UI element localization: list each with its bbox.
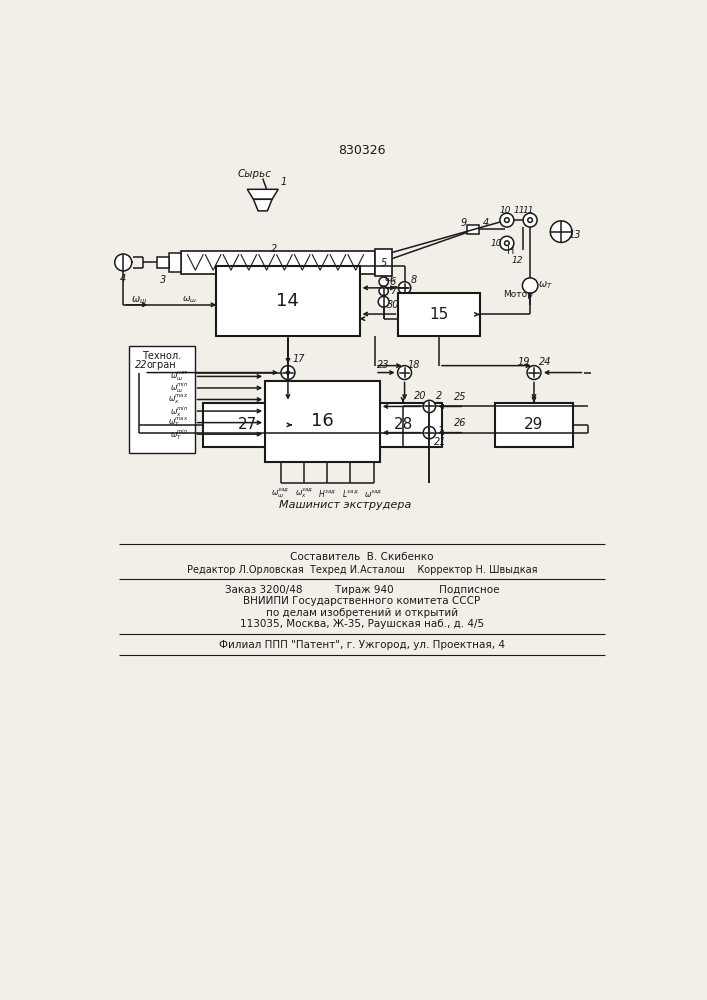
Text: 22: 22: [135, 360, 147, 370]
Text: 23: 23: [377, 360, 389, 370]
Text: по делам изобретений и открытий: по делам изобретений и открытий: [266, 608, 458, 618]
Bar: [203, 403, 292, 447]
Text: 830326: 830326: [338, 144, 386, 157]
Text: Технол.: Технол.: [142, 351, 181, 361]
Bar: [169, 253, 182, 272]
Text: $\omega_{T}^{max}$: $\omega_{T}^{max}$: [168, 416, 188, 429]
Text: 20: 20: [414, 391, 426, 401]
Text: Филиал ППП "Патент", г. Ужгород, ул. Проектная, 4: Филиал ППП "Патент", г. Ужгород, ул. Про…: [219, 640, 505, 650]
Circle shape: [528, 218, 532, 222]
Bar: [398, 293, 480, 336]
Circle shape: [505, 241, 509, 246]
Circle shape: [378, 296, 389, 307]
Bar: [467, 225, 479, 234]
Text: огран: огран: [147, 360, 177, 370]
Text: 113035, Москва, Ж-35, Раушская наб., д. 4/5: 113035, Москва, Ж-35, Раушская наб., д. …: [240, 619, 484, 629]
Bar: [364, 403, 442, 447]
Circle shape: [522, 278, 538, 293]
Circle shape: [523, 213, 537, 227]
Text: 10: 10: [490, 239, 502, 248]
Text: 12: 12: [511, 256, 522, 265]
Text: 4: 4: [120, 274, 127, 284]
Text: $\omega_{x}^{max}$: $\omega_{x}^{max}$: [168, 393, 188, 406]
Bar: [375, 249, 392, 276]
Polygon shape: [253, 199, 272, 211]
Circle shape: [527, 366, 541, 379]
Text: 9: 9: [460, 218, 467, 228]
Text: H: H: [507, 246, 515, 256]
Text: 24: 24: [539, 357, 551, 367]
Text: Редактор Л.Орловская  Техред И.Асталош    Корректор Н. Швыдкая: Редактор Л.Орловская Техред И.Асталош Ко…: [187, 565, 537, 575]
Text: 18: 18: [408, 360, 420, 370]
Circle shape: [500, 236, 514, 250]
Text: 7: 7: [390, 286, 396, 296]
Text: 16: 16: [311, 412, 334, 430]
Circle shape: [115, 254, 132, 271]
Text: 21: 21: [434, 437, 447, 447]
Text: 1: 1: [437, 426, 443, 436]
Text: 2: 2: [436, 391, 442, 401]
Text: 14: 14: [276, 292, 299, 310]
Text: ВНИИПИ Государственного комитета СССР: ВНИИПИ Государственного комитета СССР: [243, 596, 481, 606]
Text: $\omega_ш$: $\omega_ш$: [131, 294, 147, 306]
Circle shape: [379, 277, 388, 286]
Text: $\omega_{ш}^{зад}$: $\omega_{ш}^{зад}$: [271, 487, 290, 500]
Text: 2: 2: [271, 244, 278, 254]
Text: 30: 30: [387, 300, 400, 310]
Text: $\omega_{ш}^{min}$: $\omega_{ш}^{min}$: [170, 381, 188, 395]
Bar: [156, 257, 169, 268]
Bar: [216, 266, 360, 336]
Text: 17: 17: [293, 354, 305, 364]
Text: $\omega_{x}^{зад}$: $\omega_{x}^{зад}$: [295, 487, 313, 500]
Text: 26: 26: [454, 418, 467, 428]
Circle shape: [500, 213, 514, 227]
Text: 5: 5: [380, 258, 387, 268]
Bar: [265, 381, 380, 462]
Text: 8: 8: [411, 275, 417, 285]
Text: 29: 29: [525, 417, 544, 432]
Circle shape: [397, 366, 411, 379]
Text: 25: 25: [454, 392, 467, 402]
Text: $\omega^{зад}$: $\omega^{зад}$: [364, 488, 382, 499]
Text: 28: 28: [393, 417, 413, 432]
Text: $\omega_T$: $\omega_T$: [538, 280, 553, 291]
Text: $\omega_{T}^{min}$: $\omega_{T}^{min}$: [170, 427, 188, 442]
Circle shape: [423, 400, 436, 413]
Text: Сырьс: Сырьс: [238, 169, 272, 179]
Text: 15: 15: [429, 307, 449, 322]
Text: 11: 11: [522, 206, 534, 215]
Circle shape: [423, 426, 436, 439]
Bar: [129, 346, 194, 453]
Text: $L^{зад}$: $L^{зад}$: [342, 488, 358, 499]
Text: 11: 11: [513, 206, 525, 215]
Text: 19: 19: [518, 357, 530, 367]
Circle shape: [505, 218, 509, 222]
Text: $\omega_ш$: $\omega_ш$: [182, 295, 197, 305]
Text: 3: 3: [160, 275, 166, 285]
Bar: [182, 251, 375, 274]
Bar: [495, 403, 573, 447]
Text: Заказ 3200/48          Тираж 940              Подписное: Заказ 3200/48 Тираж 940 Подписное: [225, 585, 499, 595]
Circle shape: [281, 366, 295, 379]
Text: 13: 13: [569, 231, 581, 240]
Text: Мотор: Мотор: [503, 290, 534, 299]
Text: $\omega_x$: $\omega_x$: [384, 275, 397, 285]
Text: $\omega_{x}^{min}$: $\omega_{x}^{min}$: [170, 404, 188, 419]
Circle shape: [550, 221, 572, 242]
Text: 4: 4: [483, 218, 489, 228]
Text: 1: 1: [281, 177, 287, 187]
Text: Составитель  В. Скибенко: Составитель В. Скибенко: [290, 552, 433, 562]
Text: 27: 27: [238, 417, 257, 432]
Polygon shape: [247, 189, 279, 199]
Text: 10: 10: [500, 206, 511, 215]
Text: $\omega_{ш}^{нот}$: $\omega_{ш}^{нот}$: [170, 370, 188, 383]
Circle shape: [398, 282, 411, 294]
Text: 6: 6: [390, 277, 396, 287]
Circle shape: [379, 286, 388, 296]
Text: Машинист экструдера: Машинист экструдера: [279, 500, 412, 510]
Text: $H^{зад}$: $H^{зад}$: [318, 488, 336, 499]
